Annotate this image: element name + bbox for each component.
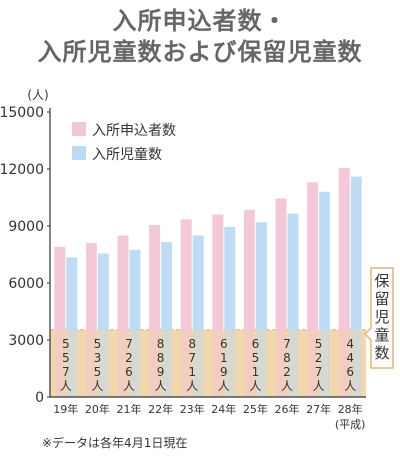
legend-swatch-enrolled xyxy=(72,146,86,160)
x-era-label: (平成) xyxy=(335,418,366,431)
bar-applicants xyxy=(180,219,192,397)
chart-title-line2: 入所児童数および保留児童数 xyxy=(37,38,363,66)
bar-applicants xyxy=(212,214,224,397)
y-tick-label: 0 xyxy=(35,390,44,406)
x-tick-label: 27年 xyxy=(306,402,331,416)
legend-swatch-applicants xyxy=(72,122,86,136)
y-axis-unit: (人) xyxy=(27,88,48,102)
data-note: ※データは各年4月1日現在 xyxy=(42,436,188,450)
bar-enrolled xyxy=(224,226,236,397)
waiting-callout-label: 保留児童数 xyxy=(374,272,389,362)
x-tick-label: 24年 xyxy=(211,402,236,416)
x-tick-label: 20年 xyxy=(85,402,110,416)
bar-applicants xyxy=(54,246,66,397)
bar-applicants xyxy=(307,182,319,397)
bar-applicants xyxy=(149,225,161,397)
x-tick-label: 19年 xyxy=(53,402,78,416)
bar-enrolled xyxy=(319,191,331,397)
bar-enrolled xyxy=(350,176,362,397)
bar-applicants xyxy=(117,235,129,397)
x-tick-label: 22年 xyxy=(148,402,173,416)
bar-applicants xyxy=(275,198,287,397)
y-tick-label: 9000 xyxy=(8,219,44,235)
bar-enrolled xyxy=(255,222,267,397)
x-tick-label: 25年 xyxy=(243,402,268,416)
legend-label-applicants: 入所申込者数 xyxy=(92,123,176,139)
x-tick-label: 21年 xyxy=(117,402,142,416)
x-tick-label: 28年 xyxy=(338,402,363,416)
x-tick-label: 23年 xyxy=(180,402,205,416)
bar-enrolled xyxy=(192,235,204,397)
waiting-callout-box xyxy=(363,267,394,369)
bar-applicants xyxy=(85,243,97,397)
legend-label-enrolled: 入所児童数 xyxy=(92,146,162,163)
chart-title: 入所申込者数・ 入所児童数および保留児童数 xyxy=(0,6,400,68)
waiting-band-overlay xyxy=(50,330,366,397)
bar-enrolled xyxy=(129,249,141,397)
bar-enrolled xyxy=(66,257,78,397)
chart-title-line1: 入所申込者数・ xyxy=(112,7,288,35)
y-tick-label: 15000 xyxy=(0,105,44,121)
bar-enrolled xyxy=(287,213,299,397)
bar-applicants xyxy=(338,168,350,397)
bar-enrolled xyxy=(161,242,173,397)
x-tick-label: 26年 xyxy=(275,402,300,416)
y-tick-label: 6000 xyxy=(8,276,44,292)
y-tick-label: 12000 xyxy=(0,162,44,178)
bar-applicants xyxy=(243,209,255,397)
bar-enrolled xyxy=(97,253,109,397)
y-tick-label: 3000 xyxy=(8,333,44,349)
